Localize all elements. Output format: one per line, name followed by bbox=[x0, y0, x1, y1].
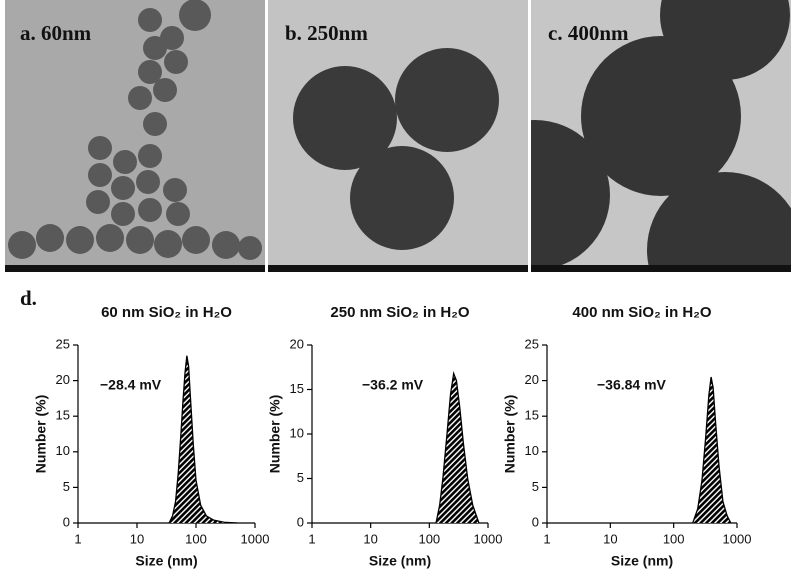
annotation: −36.2 mV bbox=[362, 377, 424, 393]
panel-label: d. bbox=[20, 286, 37, 310]
tem-image-c bbox=[531, 0, 791, 272]
panel-label: b. 250nm bbox=[285, 21, 368, 45]
y-tick-label: 10 bbox=[56, 443, 70, 458]
y-tick-label: 5 bbox=[532, 479, 539, 494]
x-tick-label: 10 bbox=[130, 531, 144, 546]
y-tick-label: 5 bbox=[297, 470, 304, 485]
chart-title: 60 nm SiO₂ in H₂O bbox=[101, 304, 232, 321]
y-tick-label: 0 bbox=[532, 514, 539, 529]
x-tick-label: 10 bbox=[363, 531, 377, 546]
y-tick-label: 20 bbox=[525, 372, 539, 387]
x-tick-label: 1000 bbox=[474, 531, 503, 546]
x-axis-label: Size (nm) bbox=[611, 553, 673, 569]
y-tick-label: 20 bbox=[56, 372, 70, 387]
y-tick-label: 25 bbox=[525, 336, 539, 351]
panel-label: a. 60nm bbox=[20, 21, 92, 45]
y-tick-label: 5 bbox=[63, 479, 70, 494]
chart-title: 400 nm SiO₂ in H₂O bbox=[572, 304, 712, 321]
x-tick-label: 1000 bbox=[241, 531, 270, 546]
y-tick-label: 10 bbox=[525, 443, 539, 458]
y-tick-label: 15 bbox=[525, 408, 539, 423]
x-tick-label: 1 bbox=[308, 531, 315, 546]
x-axis-label: Size (nm) bbox=[135, 553, 197, 569]
tem-image-a bbox=[5, 0, 265, 272]
y-tick-label: 15 bbox=[56, 408, 70, 423]
panel-label: c. 400nm bbox=[548, 21, 629, 45]
x-tick-label: 1 bbox=[543, 531, 550, 546]
y-tick-label: 25 bbox=[56, 336, 70, 351]
y-tick-label: 15 bbox=[290, 381, 304, 396]
x-tick-label: 10 bbox=[603, 531, 617, 546]
annotation: −36.84 mV bbox=[597, 377, 667, 393]
x-axis-label: Size (nm) bbox=[369, 553, 431, 569]
tem-image-b bbox=[268, 0, 528, 272]
distribution-area bbox=[168, 355, 238, 524]
x-tick-label: 100 bbox=[418, 531, 440, 546]
x-tick-label: 1 bbox=[74, 531, 81, 546]
distribution-area bbox=[435, 370, 480, 524]
x-tick-label: 100 bbox=[663, 531, 685, 546]
y-tick-label: 0 bbox=[297, 514, 304, 529]
y-tick-label: 20 bbox=[290, 336, 304, 351]
y-tick-label: 0 bbox=[63, 514, 70, 529]
y-axis-label: Number (%) bbox=[267, 395, 283, 474]
y-tick-label: 10 bbox=[290, 425, 304, 440]
x-tick-label: 1000 bbox=[723, 531, 752, 546]
annotation: −28.4 mV bbox=[100, 377, 162, 393]
distribution-area bbox=[692, 376, 732, 524]
y-axis-label: Number (%) bbox=[502, 395, 518, 474]
y-axis-label: Number (%) bbox=[33, 395, 49, 474]
x-tick-label: 100 bbox=[185, 531, 207, 546]
chart-title: 250 nm SiO₂ in H₂O bbox=[330, 304, 470, 321]
